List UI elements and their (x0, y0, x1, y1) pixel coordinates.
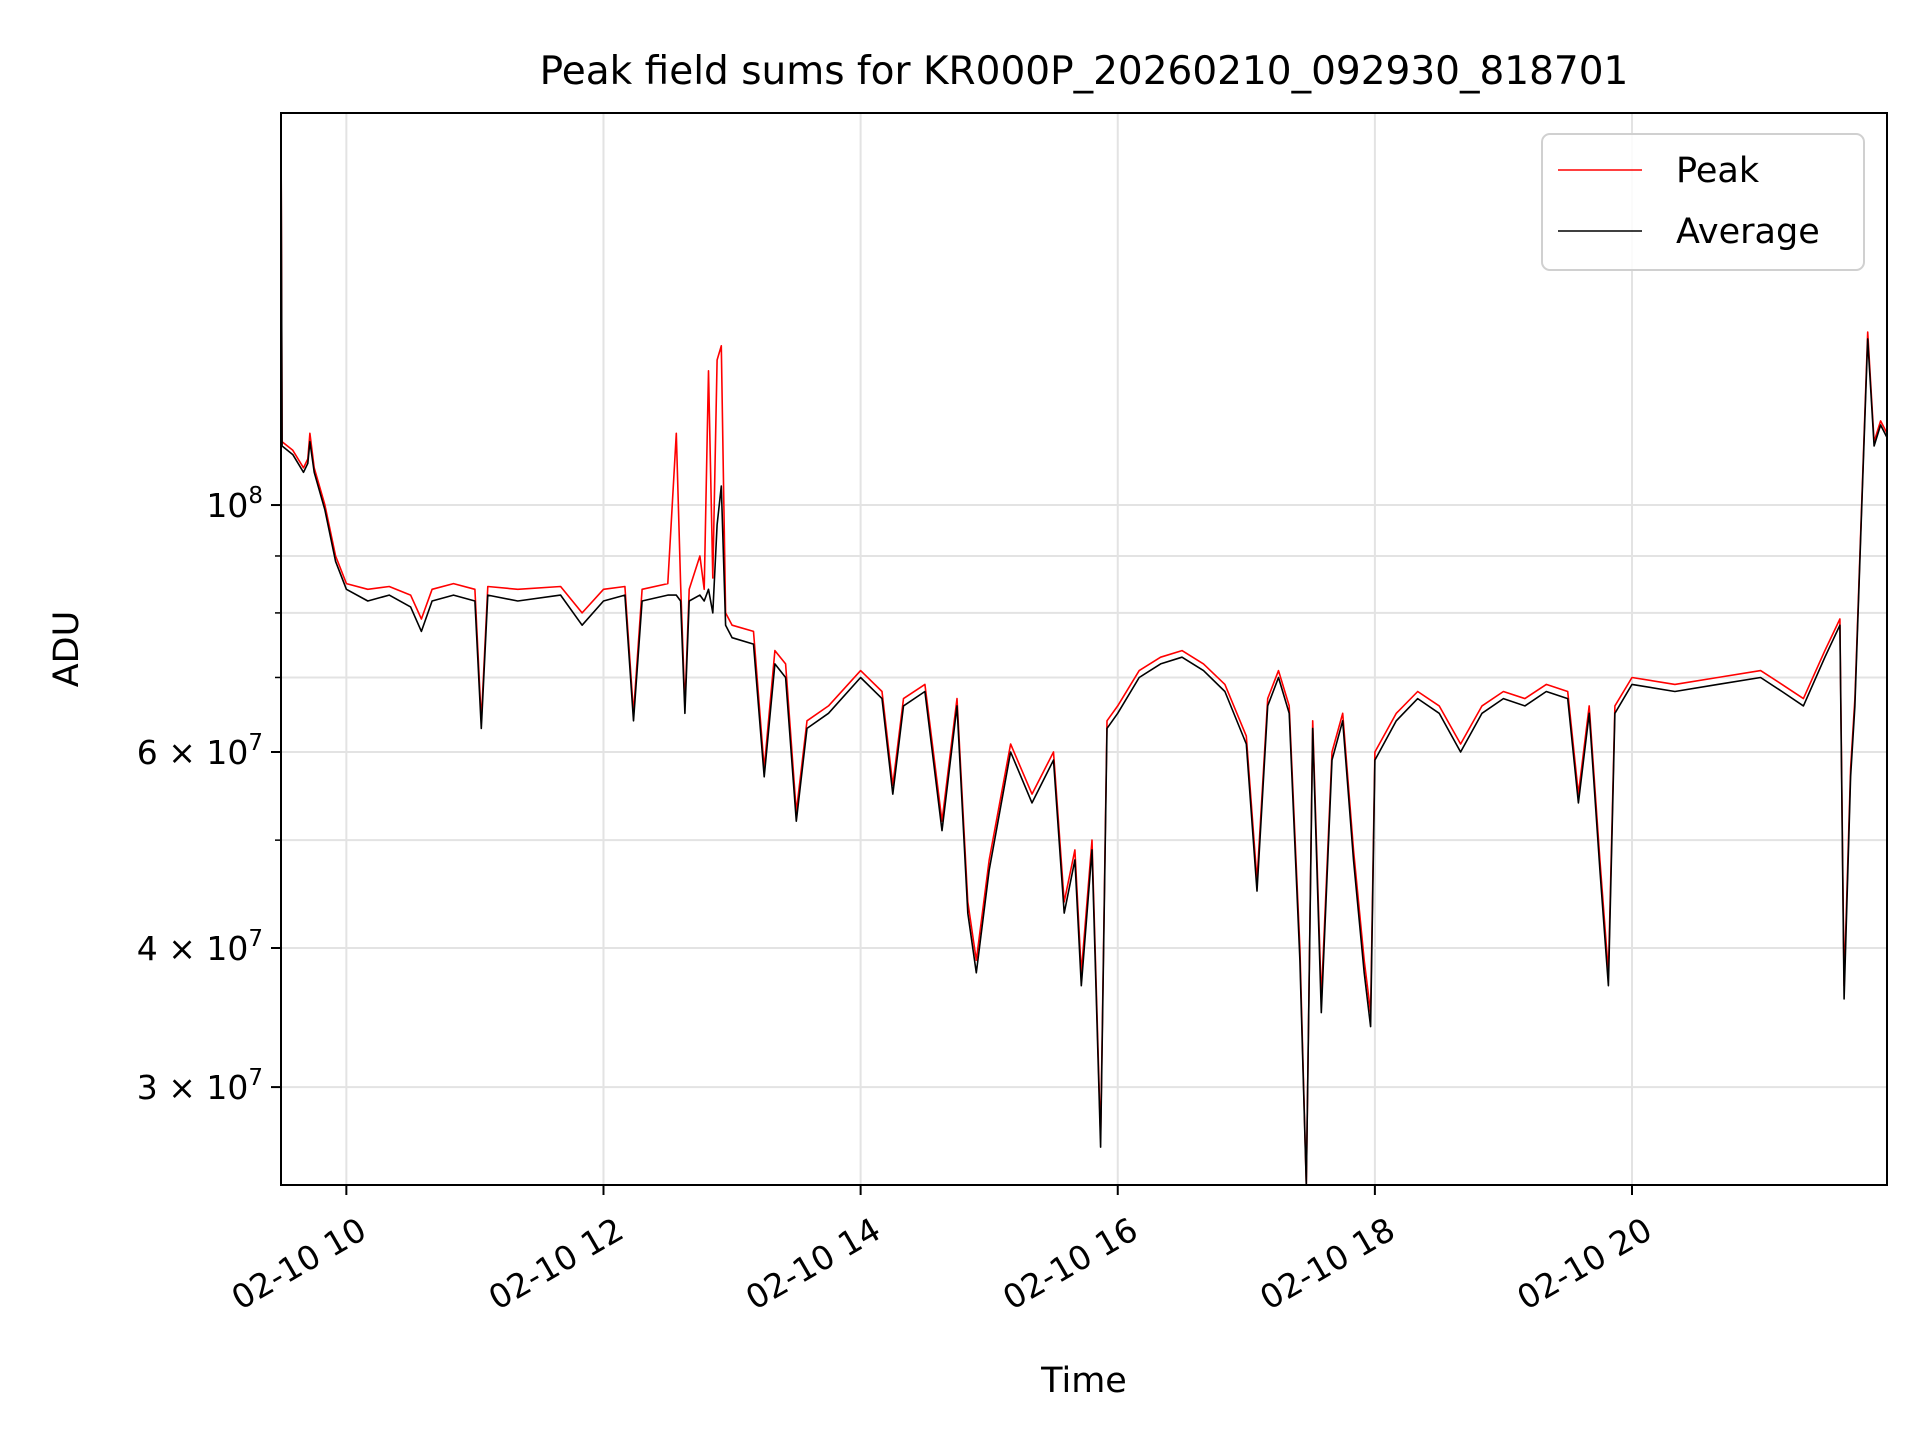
y-tick-base: 10 (206, 486, 248, 525)
y-tick-exponent: 7 (248, 730, 263, 756)
y-tick-label: 3 × 107 (137, 1065, 263, 1107)
legend-label-average: Average (1676, 212, 1820, 252)
chart-title: Peak field sums for KR000P_20260210_0929… (540, 49, 1629, 94)
legend-label-peak: Peak (1676, 151, 1760, 191)
y-tick-mantissa: 3 (137, 1068, 158, 1107)
x-axis-label: Time (1040, 1361, 1127, 1401)
y-tick-times: × (158, 733, 207, 772)
series-line-peak (280, 112, 1888, 1186)
legend-box (1541, 133, 1865, 271)
y-tick-label: 6 × 107 (137, 730, 263, 772)
y-axis-label: ADU (47, 611, 87, 688)
y-tick-base: 10 (206, 733, 248, 772)
y-tick-mantissa: 4 (137, 929, 158, 968)
grid-lines (281, 113, 1887, 1185)
y-tick-label: 108 (206, 483, 263, 525)
y-tick-times: × (158, 1068, 207, 1107)
y-tick-base: 10 (206, 929, 248, 968)
y-tick-exponent: 7 (248, 926, 263, 952)
y-tick-label: 4 × 107 (137, 926, 263, 968)
legend: Peak Average (1541, 133, 1865, 271)
y-tick-base: 10 (206, 1068, 248, 1107)
y-tick-times: × (158, 929, 207, 968)
plot-series (280, 112, 1888, 1186)
y-tick-exponent: 7 (248, 1065, 263, 1091)
y-tick-mantissa: 6 (137, 733, 158, 772)
y-tick-exponent: 8 (248, 483, 263, 509)
series-line-average (280, 119, 1888, 1186)
plot-frame (280, 112, 1888, 1186)
